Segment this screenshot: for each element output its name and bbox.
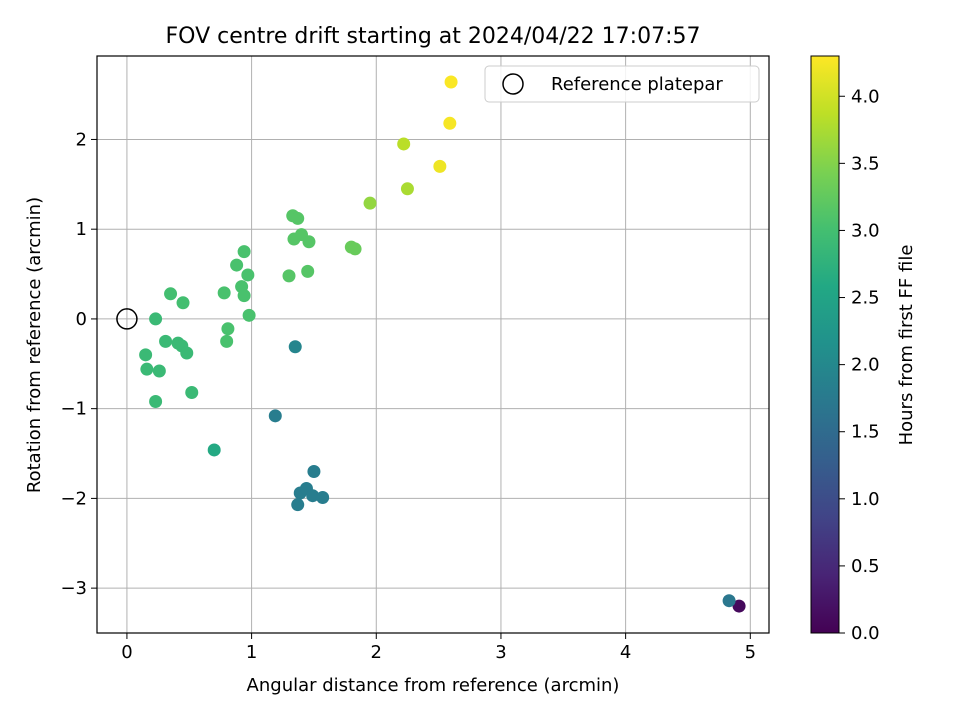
colorbar-tick-label: 0.5 [851, 556, 880, 577]
y-tick-label: −1 [60, 399, 87, 420]
colorbar-tick-label: 3.0 [851, 220, 880, 241]
y-tick-label: 1 [76, 219, 87, 240]
data-point [307, 464, 321, 478]
data-point [291, 211, 305, 225]
y-tick-label: −2 [60, 488, 87, 509]
colorbar-tick-label: 0.0 [851, 623, 880, 644]
x-tick-label: 3 [495, 642, 506, 663]
colorbar: 0.0 0.5 1.0 1.5 2.0 2.5 3.0 3.5 4.0 Hours from f… [810, 55, 917, 644]
x-axis-label: Angular distance from reference (arcmin) [247, 675, 620, 696]
data-point [282, 269, 296, 283]
data-points [116, 75, 746, 613]
data-point [732, 599, 746, 613]
data-point [302, 235, 316, 249]
data-point [220, 334, 234, 348]
data-point [140, 362, 154, 376]
data-point [433, 159, 447, 173]
data-point [164, 287, 178, 301]
data-point [242, 308, 256, 322]
data-point [363, 196, 377, 210]
x-tick-label: 2 [371, 642, 382, 663]
y-tick-label: 2 [76, 129, 87, 150]
data-point [241, 268, 255, 282]
data-point [159, 334, 173, 348]
y-tick-label: −3 [60, 578, 87, 599]
data-point [149, 394, 163, 408]
grid-lines [97, 56, 769, 633]
data-point [139, 348, 153, 362]
colorbar-tick-label: 3.5 [851, 153, 880, 174]
x-tick-label: 5 [745, 642, 756, 663]
colorbar-label: Hours from first FF file [896, 245, 917, 446]
data-point [149, 312, 163, 326]
data-point [397, 137, 411, 151]
data-point [207, 443, 221, 457]
data-point [180, 346, 194, 360]
y-axis-label: Rotation from reference (arcmin) [24, 197, 45, 493]
data-point [217, 286, 231, 300]
data-point [443, 116, 457, 130]
legend-entry-reference: Reference platepar [551, 74, 723, 95]
y-tick-label: 0 [76, 309, 87, 330]
colorbar-tick-label: 4.0 [851, 86, 880, 107]
data-point [291, 498, 305, 512]
legend: Reference platepar [484, 65, 760, 103]
reference-platepar-marker [116, 308, 138, 330]
colorbar-ticks: 0.0 0.5 1.0 1.5 2.0 2.5 3.0 3.5 4.0 [839, 86, 880, 644]
data-point [152, 364, 166, 378]
data-point [237, 289, 251, 303]
legend-box [484, 65, 760, 103]
data-point [722, 594, 736, 608]
x-tick-label: 1 [246, 642, 257, 663]
colorbar-tick-label: 1.5 [851, 422, 880, 443]
plot-frame [96, 55, 770, 634]
data-point [306, 489, 320, 503]
colorbar-tick-label: 2.5 [851, 288, 880, 309]
chart-title: FOV centre drift starting at 2024/04/22 … [166, 24, 701, 49]
data-point [400, 182, 414, 196]
data-point [301, 264, 315, 278]
data-point [237, 245, 251, 259]
data-point [221, 322, 235, 336]
colorbar-tick-label: 2.0 [851, 355, 880, 376]
colorbar-tick-label: 1.0 [851, 489, 880, 510]
legend-marker-reference [502, 73, 524, 95]
data-point [230, 258, 244, 272]
data-point [185, 386, 199, 400]
colorbar-gradient [810, 55, 840, 634]
data-point [444, 75, 458, 89]
data-point [348, 242, 362, 256]
data-point [316, 490, 330, 504]
x-tick-label: 4 [620, 642, 631, 663]
data-point [268, 409, 282, 423]
data-point [288, 340, 302, 354]
axis-ticks: 0 1 2 3 4 5 −3 −2 −1 0 1 2 [60, 129, 756, 663]
x-tick-label: 0 [121, 642, 132, 663]
data-point [176, 296, 190, 310]
